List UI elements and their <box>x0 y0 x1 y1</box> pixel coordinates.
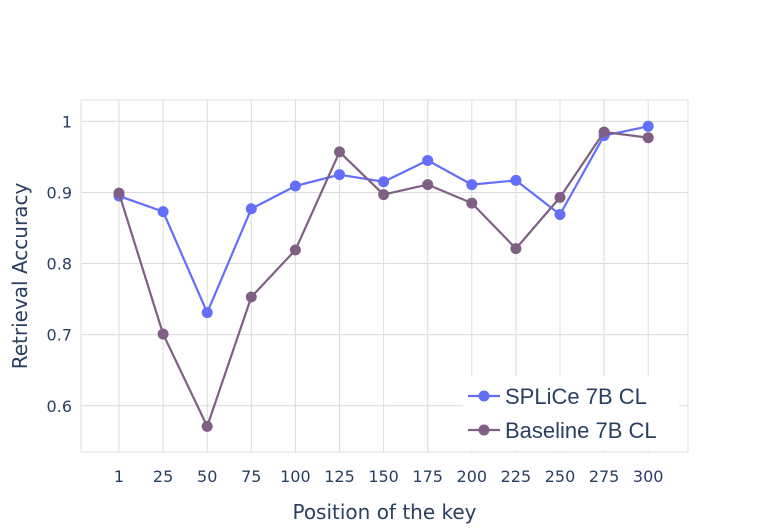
data-point <box>201 420 213 432</box>
data-point <box>201 307 213 319</box>
x-axis-title: Position of the key <box>292 500 476 524</box>
data-point <box>157 206 169 218</box>
legend-label: Baseline 7B CL <box>505 418 657 443</box>
x-tick-label: 1 <box>114 467 124 486</box>
y-tick-label: 0.8 <box>47 255 72 274</box>
data-point <box>378 176 390 188</box>
y-tick-label: 0.6 <box>47 397 72 416</box>
data-point <box>157 328 169 340</box>
data-point <box>554 208 566 220</box>
x-tick-label: 150 <box>368 467 399 486</box>
x-tick-label: 25 <box>153 467 173 486</box>
x-tick-label: 125 <box>324 467 355 486</box>
data-point <box>245 291 257 303</box>
x-tick-label: 300 <box>633 467 664 486</box>
data-point <box>113 187 125 199</box>
y-tick-label: 1 <box>62 112 72 131</box>
x-tick-label: 100 <box>280 467 311 486</box>
x-tick-label: 225 <box>501 467 532 486</box>
data-point <box>289 244 301 256</box>
x-tick-label: 250 <box>545 467 576 486</box>
data-point <box>334 169 345 181</box>
legend-swatch-marker <box>478 390 490 402</box>
data-point <box>642 132 654 144</box>
x-tick-labels: 1 25 50 75 100 125 150 175 200 225 250 275 300 <box>114 467 664 486</box>
x-tick-label: 275 <box>589 467 620 486</box>
data-point <box>245 203 257 215</box>
data-point <box>289 180 301 192</box>
data-point <box>334 146 345 158</box>
legend: SPLiCe 7B CL Baseline 7B CL <box>463 376 679 450</box>
y-tick-label: 0.7 <box>47 326 72 345</box>
data-point <box>466 197 478 209</box>
legend-item: SPLiCe 7B CL <box>468 384 647 409</box>
legend-label: SPLiCe 7B CL <box>505 384 647 409</box>
data-point <box>422 179 434 191</box>
data-point <box>510 174 522 186</box>
x-tick-label: 175 <box>412 467 443 486</box>
data-point <box>642 120 654 132</box>
legend-swatch-marker <box>478 424 490 436</box>
y-axis-title: Retrieval Accuracy <box>8 183 32 370</box>
x-tick-label: 50 <box>197 467 217 486</box>
data-point <box>510 243 522 255</box>
data-point <box>378 189 390 201</box>
x-tick-label: 75 <box>241 467 261 486</box>
data-point <box>422 154 434 166</box>
y-tick-label: 0.9 <box>47 183 72 202</box>
data-point <box>598 126 610 138</box>
plot-area <box>80 99 689 453</box>
data-point <box>466 179 478 191</box>
legend-item: Baseline 7B CL <box>468 418 657 443</box>
data-point <box>554 191 566 203</box>
y-tick-labels: 0.6 0.7 0.8 0.9 1 <box>47 112 72 415</box>
legend-background <box>463 376 679 450</box>
x-tick-label: 200 <box>457 467 488 486</box>
series-2 <box>113 126 654 432</box>
series-group <box>113 120 654 432</box>
